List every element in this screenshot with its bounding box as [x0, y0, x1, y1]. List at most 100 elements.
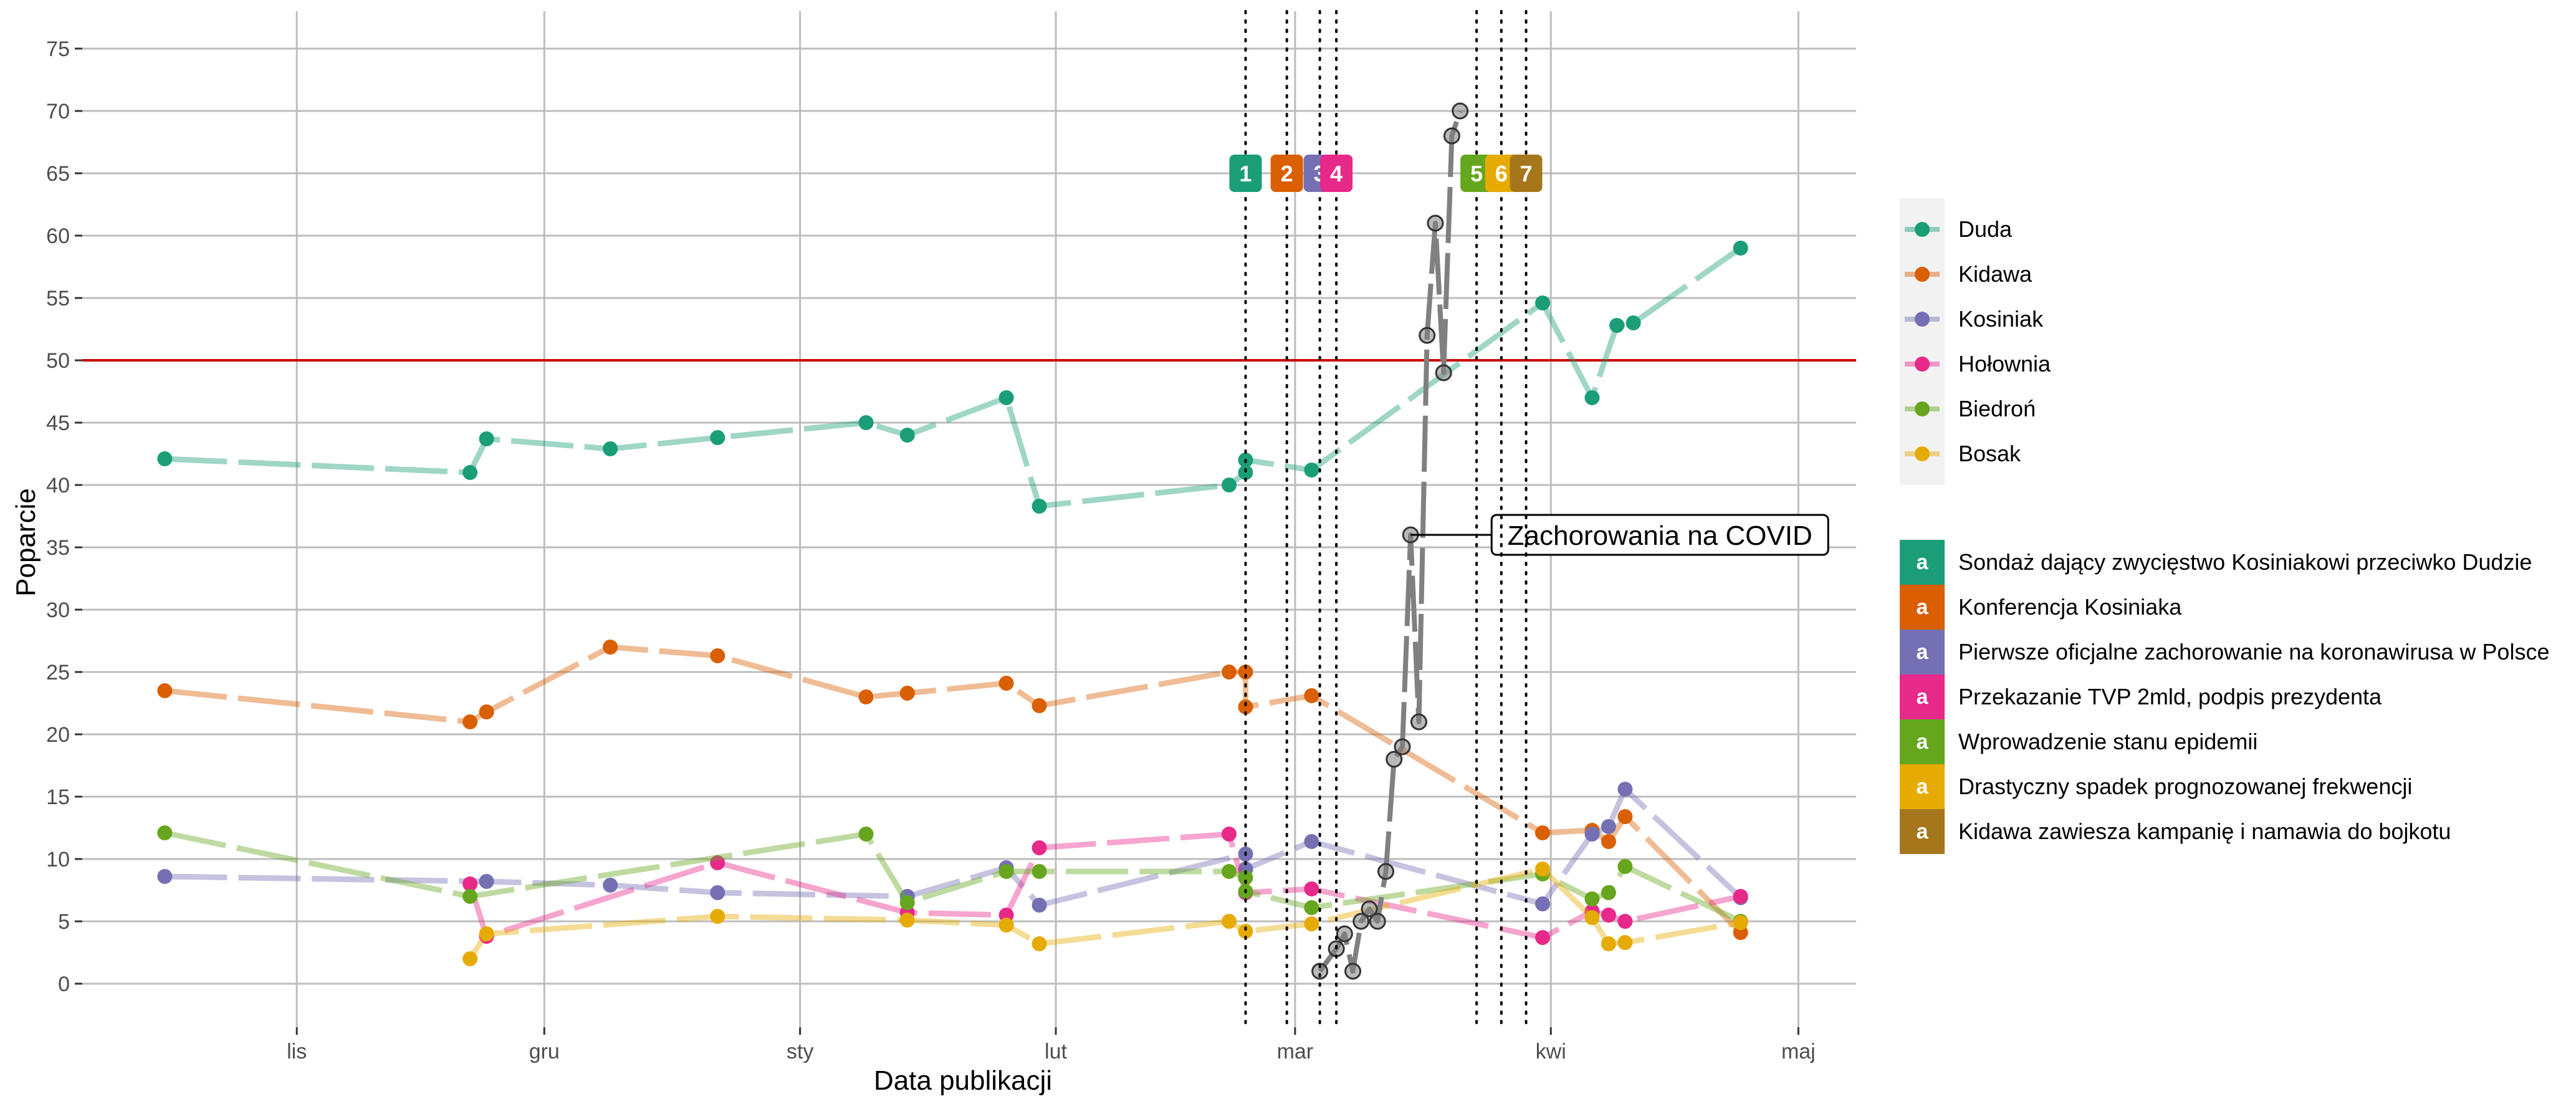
y-tick-label: 20	[46, 723, 70, 747]
y-tick-label: 15	[46, 785, 70, 809]
legend-item-biedroń: Biedroń	[1905, 396, 2036, 421]
data-point	[462, 714, 478, 729]
legend-label: Duda	[1958, 216, 2013, 242]
event-key-6: a Drastyczny spadek prognozowanej frekwen…	[1900, 764, 2412, 809]
data-point	[479, 704, 494, 719]
data-point	[1032, 698, 1047, 713]
legend-item-kosiniak: Kosiniak	[1905, 306, 2044, 332]
legend-point-swatch	[1915, 267, 1930, 282]
event-marker-number: 2	[1281, 161, 1293, 186]
data-point	[1584, 891, 1600, 906]
legend-label: Kidawa	[1958, 261, 2033, 287]
data-point	[1238, 870, 1253, 885]
data-point	[462, 889, 478, 904]
data-point	[1733, 915, 1748, 930]
event-key-swatch	[1900, 585, 1945, 630]
data-point	[1535, 825, 1550, 840]
data-point	[1238, 924, 1253, 939]
data-point	[157, 451, 173, 466]
covid-line	[1318, 110, 1463, 974]
y-tick-label: 75	[46, 37, 70, 61]
event-marker-box	[1320, 155, 1353, 192]
event-marker-1: 1	[1229, 155, 1262, 192]
legend-point-swatch	[1915, 446, 1930, 461]
event-marker-7: 7	[1510, 155, 1543, 192]
covid-annotation-label: Zachorowania na COVID	[1508, 521, 1812, 551]
y-tick-label: 40	[46, 474, 70, 497]
y-tick-label: 60	[46, 224, 70, 248]
data-point	[157, 683, 173, 698]
x-tick-label: sty	[787, 1040, 813, 1063]
event-marker-5: 5	[1460, 155, 1493, 192]
data-point	[1601, 936, 1616, 951]
event-marker-box	[1485, 155, 1518, 192]
data-point	[1617, 859, 1633, 874]
data-point	[462, 951, 478, 966]
data-point	[603, 878, 618, 893]
legend-key-background	[1900, 198, 1945, 485]
event-marker-number: 6	[1495, 161, 1508, 186]
data-point	[998, 676, 1014, 691]
event-key-2: a Konferencja Kosiniaka	[1900, 585, 2182, 630]
y-tick-label: 70	[46, 100, 70, 123]
x-tick-label: kwi	[1536, 1040, 1566, 1063]
data-point	[1238, 699, 1253, 714]
x-axis-title: Data publikacji	[874, 1065, 1052, 1096]
event-key-letter: a	[1917, 730, 1929, 754]
event-marker-4: 4	[1320, 155, 1353, 192]
event-key-label: Drastyczny spadek prognozowanej frekwenc…	[1958, 774, 2412, 799]
data-point	[1617, 782, 1633, 797]
y-tick-label: 5	[58, 910, 70, 934]
covid-point	[1452, 102, 1469, 120]
data-point	[1609, 318, 1625, 333]
data-point	[710, 430, 725, 445]
data-point	[1601, 834, 1616, 849]
data-point	[1535, 295, 1550, 310]
data-point	[1032, 864, 1047, 879]
data-point	[858, 415, 874, 430]
legend-item-bosak: Bosak	[1905, 441, 2021, 466]
y-tick-label: 0	[58, 972, 70, 996]
event-key-label: Kidawa zawiesza kampanię i namawia do bo…	[1958, 818, 2451, 844]
legend-item-hołownia: Hołownia	[1905, 351, 2051, 377]
event-key-label: Pierwsze oficjalne zachorowanie na koron…	[1958, 639, 2549, 665]
data-point	[479, 874, 494, 889]
event-key-letter: a	[1917, 685, 1929, 709]
data-point	[1601, 908, 1616, 923]
event-key-3: a Pierwsze oficjalne zachorowanie na koro…	[1900, 630, 2549, 674]
y-tick-label: 25	[46, 661, 70, 684]
data-point	[1617, 809, 1633, 824]
covid-point	[1336, 925, 1353, 943]
data-point	[1535, 862, 1550, 876]
data-point	[1032, 499, 1047, 514]
event-key-label: Przekazanie TVP 2mld, podpis prezydenta	[1958, 684, 2382, 709]
series-bosak	[462, 862, 1748, 966]
data-point	[998, 918, 1014, 933]
data-point	[710, 909, 725, 924]
data-point	[1617, 914, 1633, 929]
series-line	[164, 644, 1743, 935]
data-point	[998, 864, 1014, 879]
x-tick-label: gru	[529, 1040, 560, 1063]
data-point	[1601, 885, 1616, 900]
event-legend: a Sondaż dający zwycięstwo Kosiniakowi pr…	[1900, 540, 2549, 854]
data-point	[157, 869, 173, 884]
y-tick-label: 35	[46, 536, 70, 560]
event-marker-box	[1460, 155, 1493, 192]
data-point	[858, 689, 874, 704]
data-point	[603, 441, 618, 456]
legend-label: Kosiniak	[1958, 306, 2044, 332]
x-tick-label: lis	[287, 1040, 307, 1063]
y-tick-label: 65	[46, 162, 70, 186]
event-marker-number: 5	[1470, 161, 1483, 186]
event-key-swatch	[1900, 719, 1945, 764]
legend-item-kidawa: Kidawa	[1905, 261, 2033, 287]
data-point	[1032, 840, 1047, 855]
covid-point	[1377, 863, 1394, 880]
data-point	[1221, 914, 1237, 929]
y-tick-label: 55	[46, 287, 70, 310]
event-key-letter: a	[1917, 595, 1929, 619]
event-key-swatch	[1900, 809, 1945, 854]
event-marker-box	[1229, 155, 1262, 192]
